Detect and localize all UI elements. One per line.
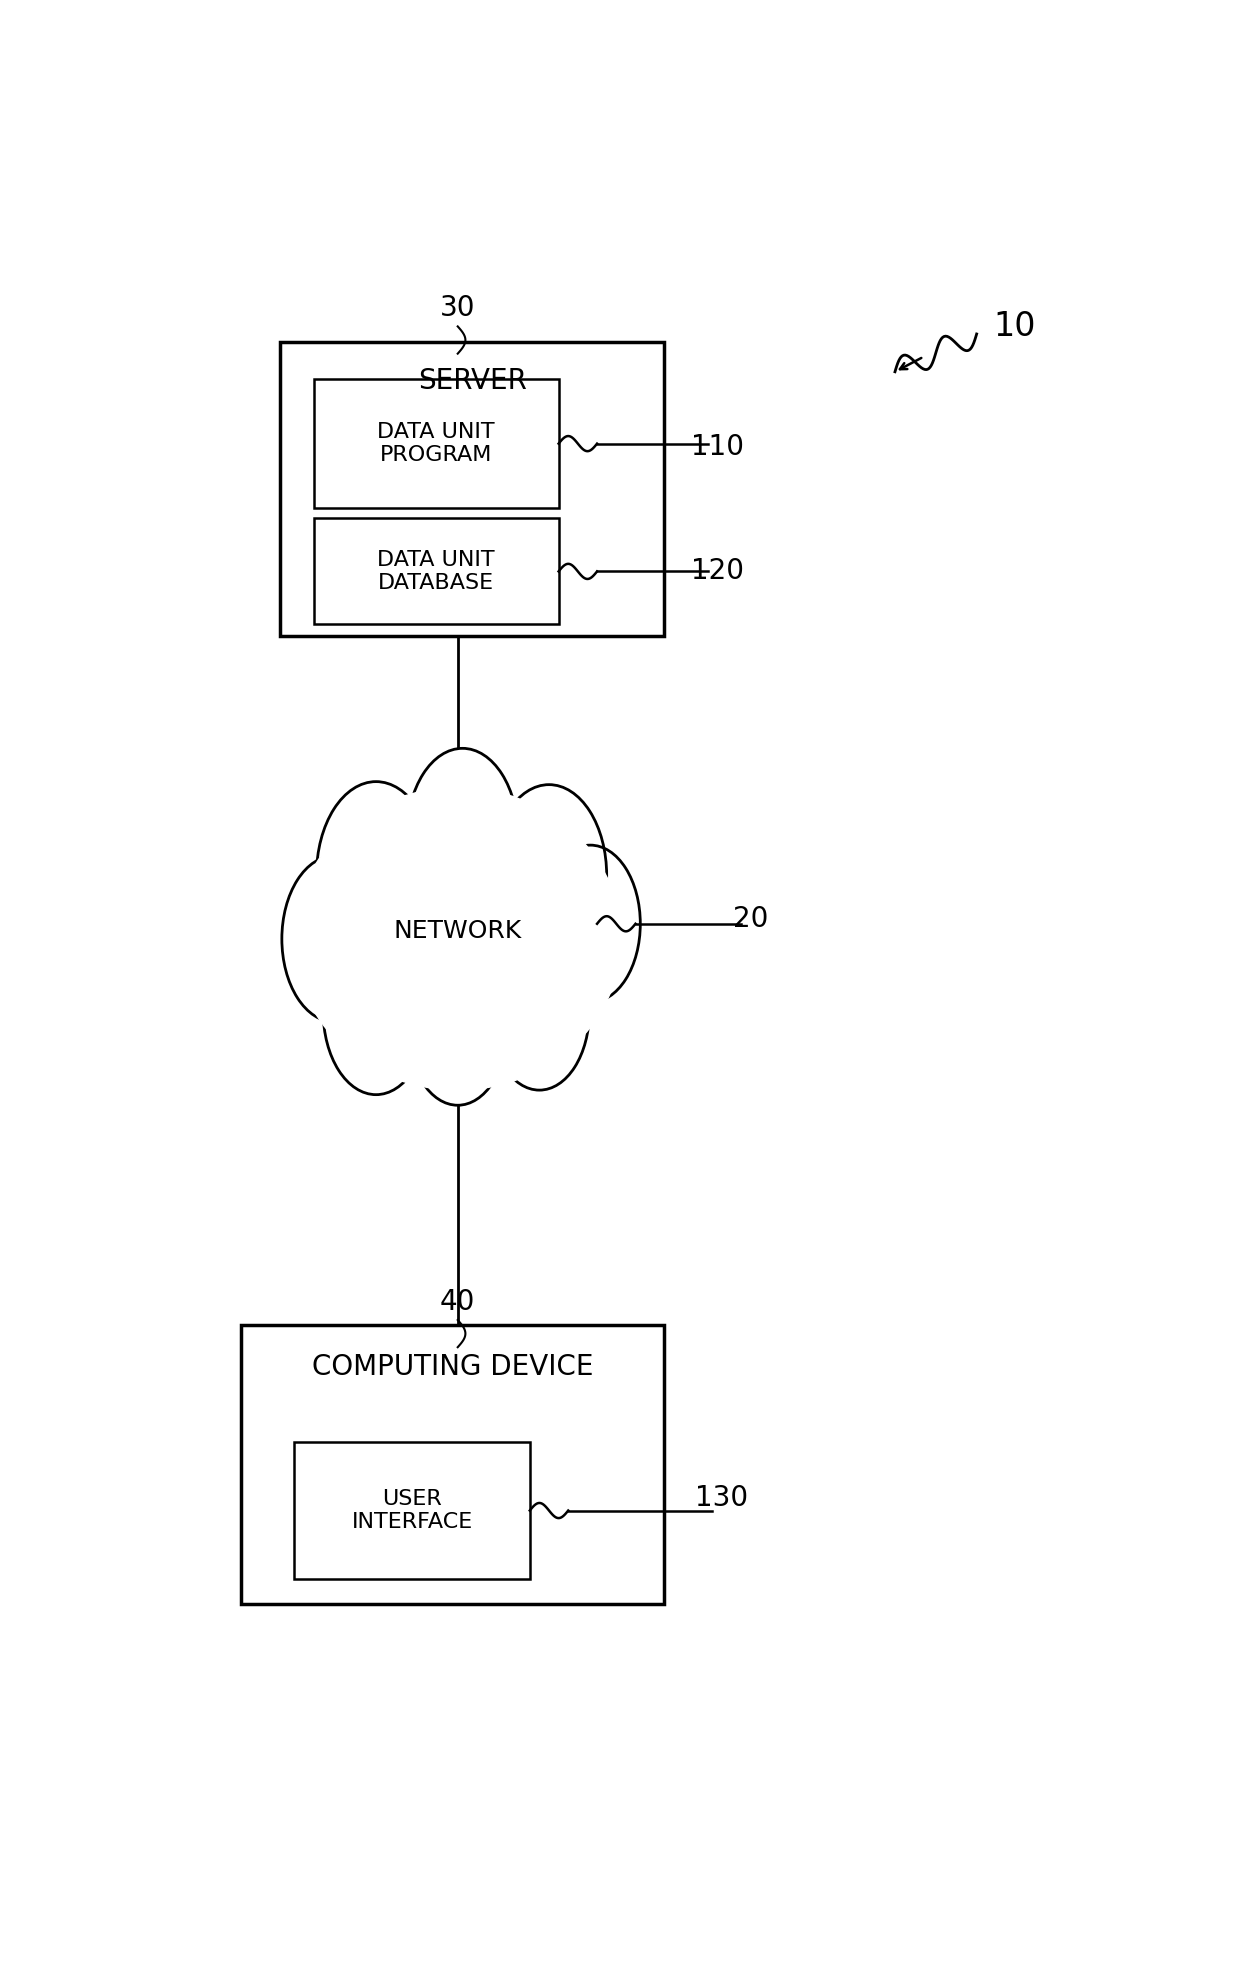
Text: DATA UNIT
DATABASE: DATA UNIT DATABASE — [377, 550, 495, 593]
Ellipse shape — [491, 786, 606, 966]
Text: SERVER: SERVER — [418, 367, 527, 395]
Text: USER
INTERFACE: USER INTERFACE — [351, 1489, 472, 1532]
Text: DATA UNIT
PROGRAM: DATA UNIT PROGRAM — [377, 422, 495, 465]
Text: 110: 110 — [691, 434, 744, 462]
Text: 20: 20 — [733, 905, 769, 933]
Ellipse shape — [294, 788, 621, 1090]
Ellipse shape — [541, 845, 640, 1002]
Ellipse shape — [281, 856, 388, 1021]
Bar — [294, 1442, 529, 1579]
Text: 10: 10 — [993, 310, 1037, 344]
Bar — [280, 342, 665, 636]
Bar — [314, 518, 558, 625]
Ellipse shape — [407, 748, 518, 923]
Text: 120: 120 — [691, 558, 744, 585]
Bar — [242, 1324, 665, 1605]
Text: 40: 40 — [440, 1288, 475, 1316]
Bar — [314, 379, 558, 509]
Ellipse shape — [408, 949, 507, 1106]
Text: COMPUTING DEVICE: COMPUTING DEVICE — [312, 1353, 594, 1381]
Ellipse shape — [324, 929, 429, 1094]
Text: 30: 30 — [440, 295, 475, 322]
Text: 130: 130 — [696, 1485, 749, 1512]
Ellipse shape — [490, 933, 589, 1090]
Ellipse shape — [316, 782, 435, 968]
Text: NETWORK: NETWORK — [393, 919, 522, 943]
